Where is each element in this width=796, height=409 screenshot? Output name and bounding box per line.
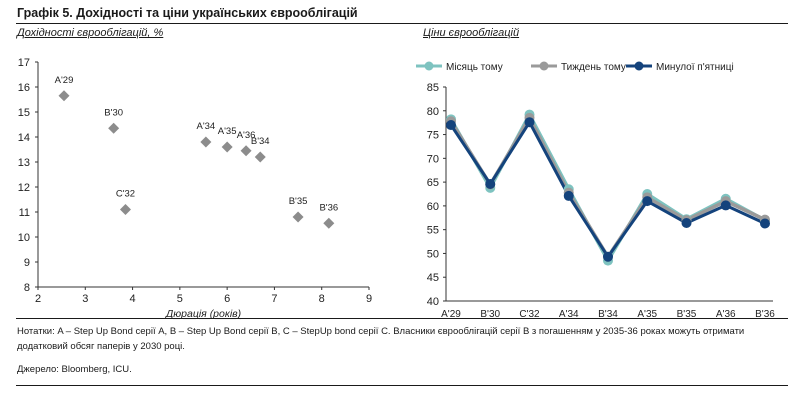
scatter-point	[200, 136, 212, 148]
scatter-point	[119, 204, 131, 215]
y-tick-label: 60	[427, 201, 439, 213]
legend-label: Минулої п'ятниці	[656, 62, 734, 73]
scatter-point	[240, 145, 252, 157]
y-tick-label: 50	[427, 248, 439, 260]
series-point	[760, 218, 770, 229]
x-tick-label: 5	[177, 293, 183, 305]
notes-line-1: Нотатки: A – Step Up Bond серії A, B – S…	[17, 326, 745, 337]
series-point	[524, 117, 535, 128]
scatter-point	[323, 217, 335, 229]
y-tick-label: 80	[427, 106, 439, 118]
yield-scatter-chart: 8 9 10 11 12 13 14 15 16 17 2 3 4 5 6 7 8 9 Дюрація (років…	[18, 57, 372, 320]
scatter-point	[58, 90, 70, 102]
y-tick-label: 14	[18, 132, 30, 144]
x-category-label: A'36	[716, 309, 736, 320]
point-label: A'36	[237, 130, 256, 141]
series-point	[446, 120, 456, 131]
y-tick-label: 9	[24, 257, 30, 269]
scatter-point	[221, 141, 233, 153]
y-tick-label: 16	[18, 82, 30, 94]
title-rule	[16, 23, 788, 24]
x-category-label: C'32	[519, 309, 540, 320]
x-category-label: B'30	[480, 309, 500, 320]
y-tick-label: 17	[18, 57, 30, 69]
source-note: Джерело: Bloomberg, ICU.	[17, 364, 132, 375]
x-tick-label: 2	[35, 293, 41, 305]
legend-marker	[539, 61, 549, 71]
point-label: A'35	[218, 126, 237, 137]
x-tick-label: 6	[224, 293, 230, 305]
point-label: C'32	[116, 189, 135, 200]
series-point	[642, 196, 653, 207]
notes-rule	[16, 318, 788, 319]
series-line	[449, 120, 766, 259]
x-tick-label: 8	[319, 293, 325, 305]
x-axis-title: Дюрація (років)	[165, 308, 241, 320]
chart-title: Графік 5. Дохідності та ціни українських…	[17, 6, 358, 20]
bottom-rule	[16, 385, 788, 386]
y-tick-label: 75	[427, 130, 439, 142]
y-tick-label: 13	[18, 157, 30, 169]
y-tick-label: 15	[18, 107, 30, 119]
x-tick-label: 3	[82, 293, 88, 305]
y-tick-label: 70	[427, 153, 439, 165]
x-category-label: A'29	[441, 309, 461, 320]
x-category-label: B'35	[677, 309, 697, 320]
y-tick-label: 85	[427, 82, 439, 94]
scatter-point	[108, 122, 120, 134]
legend-label: Тиждень тому	[561, 62, 626, 73]
point-label: B'30	[104, 107, 123, 118]
y-tick-label: 8	[24, 282, 30, 294]
legend-marker	[634, 61, 644, 71]
point-label: A'29	[55, 75, 74, 86]
series-point	[563, 190, 574, 201]
scatter-point	[254, 151, 266, 163]
y-tick-label: 45	[427, 272, 439, 284]
y-tick-label: 12	[18, 182, 30, 194]
series-point	[485, 179, 496, 190]
y-tick-label: 65	[427, 177, 439, 189]
series-line	[449, 116, 766, 259]
scatter-subtitle: Дохідності єврооблігацій, %	[17, 27, 164, 39]
scatter-point	[292, 211, 304, 223]
point-label: B'35	[289, 196, 308, 207]
x-tick-label: 9	[366, 293, 372, 305]
point-label: B'36	[319, 202, 338, 213]
series-line	[449, 112, 766, 263]
series-point	[603, 251, 613, 262]
x-tick-label: 4	[130, 293, 136, 305]
x-category-label: A'35	[637, 309, 657, 320]
price-line-chart: 85 80 75 70 65 60 55 50 45 40A'29 B'30 C'32 A'34 B'34…	[416, 61, 775, 320]
y-tick-label: 40	[427, 296, 439, 308]
y-tick-label: 11	[19, 207, 30, 219]
point-label: A'34	[197, 121, 216, 132]
x-tick-label: 7	[271, 293, 277, 305]
line-subtitle: Ціни єврооблігацій	[423, 27, 520, 39]
x-category-label: A'34	[559, 309, 579, 320]
legend-marker	[424, 61, 434, 71]
y-tick-label: 55	[427, 225, 439, 237]
notes-line-2: додатковий обсяг паперів у 2030 році.	[17, 341, 185, 352]
point-label: B'34	[251, 136, 270, 147]
x-category-label: B'36	[755, 309, 775, 320]
series-point	[681, 218, 692, 229]
series-point	[720, 200, 731, 211]
legend-label: Місяць тому	[446, 62, 503, 73]
x-category-label: B'34	[598, 309, 618, 320]
y-tick-label: 10	[18, 232, 30, 244]
